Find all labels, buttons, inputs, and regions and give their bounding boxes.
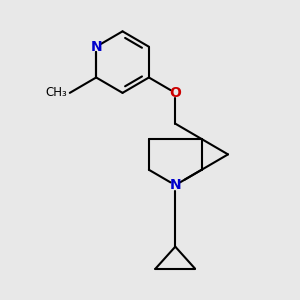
Text: CH₃: CH₃ <box>46 86 68 99</box>
Text: N: N <box>90 40 102 54</box>
Text: O: O <box>169 86 181 100</box>
Text: N: N <box>169 178 181 192</box>
